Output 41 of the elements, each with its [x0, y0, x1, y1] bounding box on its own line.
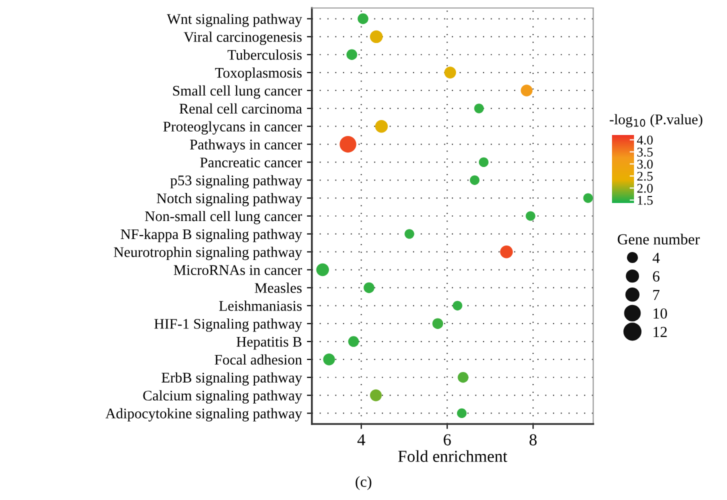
- color-bar-label: 3.0: [637, 160, 653, 169]
- y-tick-label: Hepatitis B: [236, 336, 302, 350]
- color-bar-label: 1.5: [638, 196, 653, 205]
- color-bar-label: 2.0: [637, 184, 653, 193]
- y-tick-label: Viral carcinogenesis: [184, 32, 302, 45]
- legend-label: 4: [652, 252, 660, 263]
- y-tick-label: Tuberculosis: [228, 50, 302, 60]
- y-tick-label: Renal cell carcinoma: [179, 103, 302, 114]
- y-tick-label: Non-small cell lung cancer: [145, 210, 302, 224]
- y-tick-label: Focal adhesion: [214, 354, 302, 365]
- color-bar-label: 4.0: [636, 136, 653, 145]
- color-bar-label: 3.5: [637, 148, 653, 157]
- legend-title: Gene number: [618, 234, 700, 244]
- y-tick-label: Proteoglycans in cancer: [163, 121, 302, 135]
- legend-label: 7: [653, 290, 660, 300]
- y-tick-label: Measles: [254, 282, 302, 293]
- y-tick-label: MicroRNAs in cancer: [174, 265, 302, 275]
- y-tick-label: Adipocytokine signaling pathway: [105, 408, 302, 422]
- y-tick-label: Pathways in cancer: [190, 139, 302, 152]
- color-bar-title: -log$_{10}$ (P.value): [610, 114, 702, 128]
- x-tick-label: 4: [357, 434, 366, 446]
- y-tick-label: HIF-1 Signaling pathway: [154, 318, 302, 332]
- y-tick-label: NF-kappa B signaling pathway: [120, 228, 302, 242]
- y-tick-label: ErbB signaling pathway: [162, 372, 302, 386]
- legend-label: 6: [652, 271, 660, 282]
- x-tick-label: 8: [530, 434, 537, 446]
- legend-label: 12: [654, 326, 667, 338]
- color-bar-label: 2.5: [637, 172, 653, 181]
- y-tick-label: Wnt signaling pathway: [166, 14, 302, 27]
- x-tick-label: 6: [444, 434, 451, 446]
- text: (c): [356, 476, 372, 490]
- legend-label: 10: [654, 308, 667, 319]
- y-tick-label: Toxoplasmosis: [215, 67, 302, 81]
- y-tick-label: Leishmaniasis: [219, 300, 302, 311]
- y-tick-label: Calcium signaling pathway: [143, 390, 302, 404]
- x-axis-title: Fold enrichment: [398, 450, 508, 462]
- y-tick-label: Notch signaling pathway: [156, 193, 302, 206]
- y-tick-label: Small cell lung cancer: [173, 85, 302, 99]
- y-tick-label: Neurotrophin signaling pathway: [114, 246, 302, 260]
- y-tick-label: Pancreatic cancer: [200, 158, 302, 168]
- y-tick-label: p53 signaling pathway: [170, 175, 302, 188]
